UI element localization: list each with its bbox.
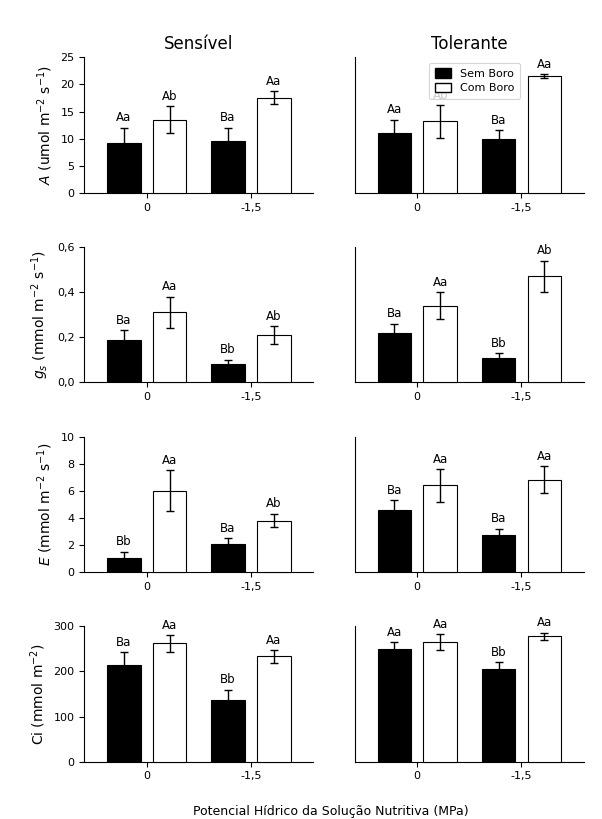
Text: Bb: Bb	[220, 673, 236, 686]
Bar	[257, 657, 291, 762]
Y-axis label: $g_s$ (mmol m$^{-2}$ s$^{-1}$): $g_s$ (mmol m$^{-2}$ s$^{-1}$)	[29, 251, 51, 379]
Bar	[153, 491, 187, 572]
Text: Ba: Ba	[491, 513, 506, 525]
Bar	[211, 364, 245, 382]
Bar	[377, 133, 411, 192]
Bar	[257, 521, 291, 572]
Title: Tolerante: Tolerante	[431, 35, 507, 53]
Text: Aa: Aa	[266, 75, 282, 88]
Text: Ba: Ba	[116, 314, 132, 327]
Text: Bb: Bb	[220, 343, 236, 356]
Bar	[257, 335, 291, 382]
Bar	[107, 143, 140, 192]
Bar	[257, 98, 291, 192]
Bar	[153, 644, 187, 762]
Text: Ab: Ab	[266, 310, 282, 323]
Bar	[377, 509, 411, 572]
Text: Aa: Aa	[537, 616, 552, 629]
Y-axis label: $E$ (mmol m$^{-2}$ s$^{-1}$): $E$ (mmol m$^{-2}$ s$^{-1}$)	[36, 442, 55, 566]
Text: Aa: Aa	[537, 450, 552, 463]
Bar	[482, 669, 515, 762]
Text: Aa: Aa	[386, 103, 402, 116]
Text: Ba: Ba	[220, 111, 236, 124]
Text: Aa: Aa	[116, 111, 131, 124]
Text: Aa: Aa	[386, 626, 402, 639]
Legend: Sem Boro, Com Boro: Sem Boro, Com Boro	[429, 63, 520, 99]
Bar	[423, 121, 457, 192]
Bar	[107, 340, 140, 382]
Bar	[423, 305, 457, 382]
Text: Potencial Hídrico da Solução Nutritiva (MPa): Potencial Hídrico da Solução Nutritiva (…	[193, 805, 469, 818]
Bar	[528, 76, 561, 192]
Bar	[482, 358, 515, 382]
Text: Aa: Aa	[162, 454, 178, 467]
Text: Ab: Ab	[266, 497, 282, 510]
Text: Ab: Ab	[432, 88, 448, 102]
Title: Sensível: Sensível	[164, 35, 234, 53]
Text: Ba: Ba	[116, 636, 132, 649]
Bar	[153, 312, 187, 382]
Text: Aa: Aa	[162, 280, 178, 293]
Text: Ba: Ba	[491, 114, 506, 127]
Text: Bb: Bb	[491, 646, 506, 659]
Text: Ba: Ba	[386, 307, 402, 320]
Text: Ab: Ab	[162, 90, 178, 102]
Bar	[211, 142, 245, 192]
Bar	[377, 333, 411, 382]
Text: Aa: Aa	[433, 618, 448, 631]
Bar	[107, 559, 140, 572]
Bar	[482, 138, 515, 192]
Bar	[528, 636, 561, 762]
Text: Bb: Bb	[116, 536, 132, 549]
Text: Aa: Aa	[266, 634, 282, 647]
Text: Ba: Ba	[386, 484, 402, 497]
Bar	[153, 120, 187, 192]
Text: Aa: Aa	[162, 619, 178, 632]
Text: Aa: Aa	[433, 453, 448, 466]
Text: Bb: Bb	[491, 337, 506, 350]
Bar	[528, 480, 561, 572]
Bar	[528, 276, 561, 382]
Bar	[423, 486, 457, 572]
Bar	[423, 642, 457, 762]
Text: Aa: Aa	[433, 276, 448, 289]
Text: Ab: Ab	[536, 244, 552, 257]
Text: Ba: Ba	[220, 522, 236, 535]
Bar	[377, 649, 411, 762]
Bar	[107, 664, 140, 762]
Bar	[482, 536, 515, 572]
Bar	[211, 544, 245, 572]
Text: Aa: Aa	[537, 58, 552, 70]
Y-axis label: Ci (mmol m$^{-2}$): Ci (mmol m$^{-2}$)	[28, 643, 48, 744]
Bar	[211, 699, 245, 762]
Y-axis label: $A$ (umol m$^{-2}$ s$^{-1}$): $A$ (umol m$^{-2}$ s$^{-1}$)	[36, 65, 55, 185]
